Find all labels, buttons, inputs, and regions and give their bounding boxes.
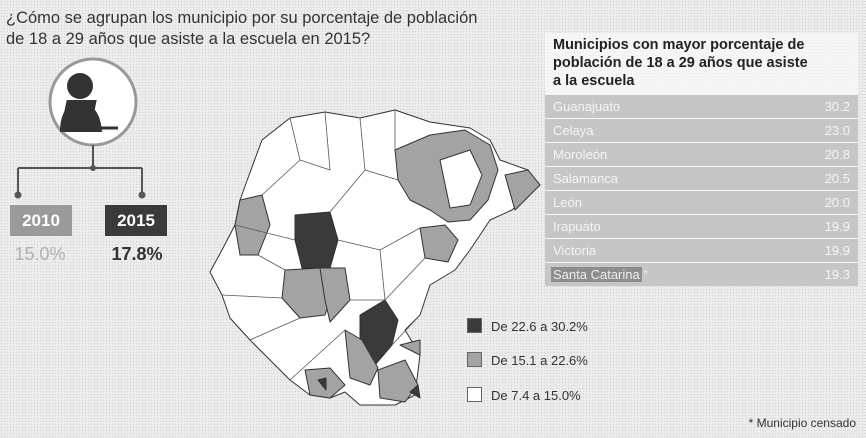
footnote-mark: * — [748, 416, 754, 430]
legend-swatch — [467, 318, 482, 333]
year-value: 17.8% — [111, 244, 163, 264]
table-title: Municipios con mayor porcentaje de pobla… — [545, 33, 858, 94]
year-value: 15.0% — [14, 244, 66, 264]
municipality-name: Salamanca — [553, 171, 619, 186]
municipality-name: Guanajuato — [553, 99, 621, 114]
region-high — [317, 377, 327, 391]
region-high — [409, 384, 421, 399]
legend-item: De 22.6 a 30.2% — [467, 318, 588, 334]
percentage-value: 20.5 — [824, 171, 850, 186]
percentage-value: 20.0 — [824, 195, 850, 210]
municipality-name: Moroleón — [553, 147, 608, 162]
municipality-cell: Salamanca — [553, 167, 618, 190]
table-title-line: a la escuela — [553, 73, 635, 89]
table-row: Irapuato 19.9 — [545, 214, 858, 238]
ranking-table: Municipios con mayor porcentaje de pobla… — [545, 33, 858, 286]
legend-label: De 22.6 a 30.2% — [491, 319, 588, 334]
region-mid — [377, 359, 419, 403]
municipality-name: Santa Catarina — [551, 267, 642, 282]
legend-label: De 15.1 a 22.6% — [491, 353, 588, 368]
percentage-value: 19.9 — [824, 243, 850, 258]
legend-swatch — [467, 352, 482, 367]
table-row: Santa Catarina * 19.3 — [545, 262, 858, 286]
map — [209, 109, 541, 406]
region-mid — [504, 169, 541, 211]
footnote: * Municipio censado — [749, 416, 856, 430]
municipality-cell: Irapuato — [553, 215, 601, 238]
region-mid — [399, 339, 421, 356]
table-row: Guanajuato 30.2 — [545, 94, 858, 118]
region-mid — [319, 267, 351, 323]
legend-item: De 15.1 a 22.6% — [467, 352, 588, 368]
percentage-value: 19.9 — [824, 219, 850, 234]
municipality-name: Victoria — [553, 243, 597, 258]
municipality-cell: Guanajuato — [553, 95, 620, 118]
region-low — [439, 149, 483, 209]
legend-swatch — [467, 387, 482, 402]
municipality-cell: Moroleón — [553, 143, 607, 166]
table-row: Celaya 23.0 — [545, 118, 858, 142]
municipality-cell: León — [553, 191, 582, 214]
municipality-cell: Celaya — [553, 119, 593, 142]
municipality-name: León — [553, 195, 582, 210]
table-title-line: población de 18 a 29 años que asiste — [553, 55, 808, 71]
municipality-cell: Victoria — [553, 239, 596, 262]
municipality-name: Celaya — [553, 123, 594, 138]
footnote-text: Municipio censado — [756, 416, 856, 430]
year-box: 2010 — [10, 205, 72, 236]
census-mark: * — [643, 269, 648, 280]
region-high — [294, 211, 339, 269]
title-line: de 18 a 29 años que asiste a la escuela … — [6, 30, 371, 48]
legend-label: De 7.4 a 15.0% — [491, 388, 581, 403]
person-icon — [60, 73, 118, 132]
year-box: 2015 — [105, 205, 167, 236]
legend-item: De 7.4 a 15.0% — [467, 387, 581, 403]
region-mid — [419, 224, 459, 263]
table-row: Salamanca 20.5 — [545, 166, 858, 190]
percentage-value: 30.2 — [824, 99, 850, 114]
title-line: ¿Cómo se agrupan los municipio por su po… — [6, 9, 478, 27]
municipality-name: Irapuato — [553, 219, 601, 234]
table-title-line: Municipios con mayor porcentaje de — [553, 37, 805, 53]
region-mid — [344, 329, 379, 386]
municipality-cell: Santa Catarina * — [551, 263, 648, 286]
percentage-value: 23.0 — [824, 123, 850, 138]
connector — [17, 145, 143, 193]
table-row: Moroleón 20.8 — [545, 142, 858, 166]
table-row: León 20.0 — [545, 190, 858, 214]
table-row: Victoria 19.9 — [545, 238, 858, 262]
title: ¿Cómo se agrupan los municipio por su po… — [6, 8, 477, 50]
percentage-value: 20.8 — [824, 147, 850, 162]
percentage-value: 19.3 — [824, 267, 850, 282]
